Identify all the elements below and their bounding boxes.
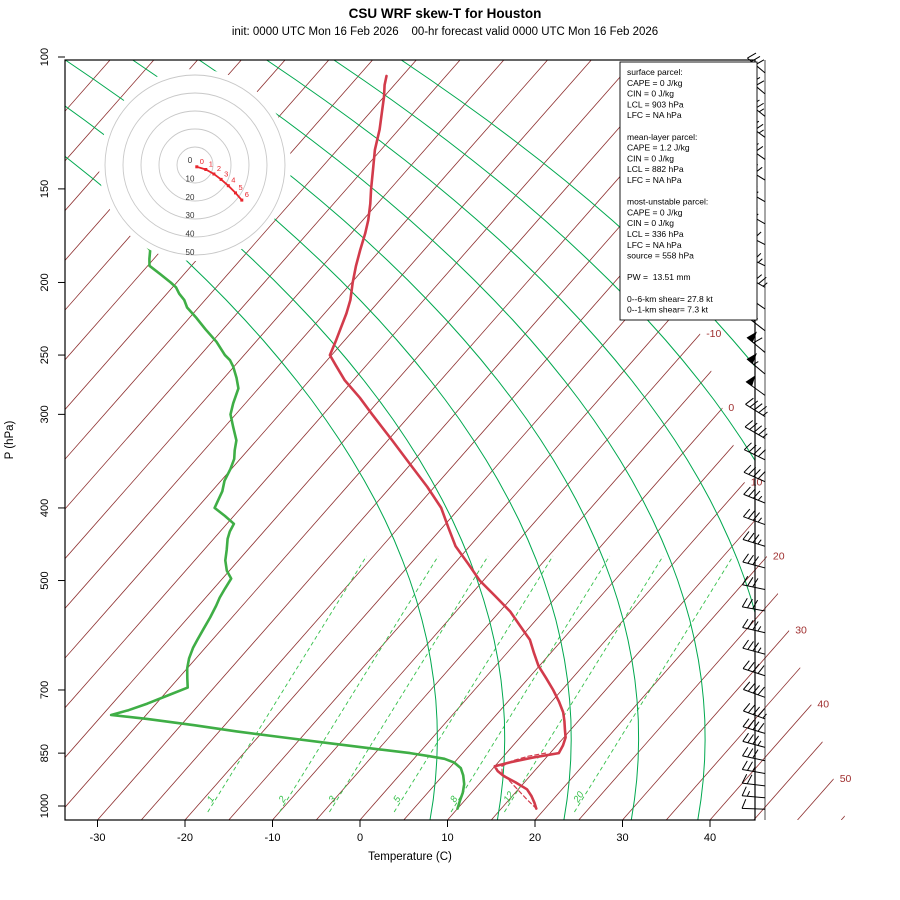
hodograph-ring [158,128,232,202]
svg-text:0: 0 [357,832,363,844]
info-box-line: mean-layer parcel: [627,132,697,142]
hodograph-trace-marker [219,177,223,181]
hodograph-ring-label: 20 [186,193,195,202]
info-box-border [619,61,758,321]
svg-text:300: 300 [39,405,51,423]
info-box-line: CIN = 0 J/kg [627,89,674,99]
svg-text:20: 20 [529,832,541,844]
svg-text:5: 5 [391,794,404,805]
hodograph-ring [104,74,286,256]
hodograph-ring-label: 40 [186,230,195,239]
svg-text:1: 1 [205,794,217,804]
hodograph-trace-marker [226,184,230,188]
hodograph-trace-marker [234,191,237,195]
svg-text:30: 30 [795,625,807,637]
temperature-curve [328,74,567,810]
hodograph-ring-label: 10 [186,174,195,183]
svg-text:20: 20 [773,550,785,562]
svg-text:700: 700 [39,681,51,699]
svg-text:250: 250 [39,346,51,364]
hodograph-km-label: 5 [239,183,243,192]
svg-text:-20: -20 [177,832,193,844]
parcel-path-curve [501,752,547,810]
hodograph-trace-marker [240,198,244,202]
hodograph-ring [122,92,268,238]
svg-text:12: 12 [502,789,517,804]
svg-text:10: 10 [751,476,763,488]
info-box-line: CAPE = 1.2 J/kg [627,143,690,153]
svg-text:150: 150 [39,180,51,198]
svg-text:50: 50 [840,773,852,785]
hodograph-ring [176,146,214,184]
dewpoint-curve [109,239,466,810]
svg-text:1000: 1000 [39,794,51,818]
svg-text:3: 3 [327,794,340,805]
hodograph-ring-label: 50 [186,248,195,257]
sounding-profiles [109,74,567,810]
svg-text:20: 20 [571,789,587,805]
info-box-line: 0--1-km shear= 7.3 kt [627,305,709,315]
svg-text:2: 2 [276,794,289,806]
info-box-line: most-unstable parcel: [627,197,708,207]
svg-text:400: 400 [39,499,51,517]
svg-text:-10: -10 [706,328,721,340]
svg-text:-10: -10 [265,832,281,844]
mixing-ratio-labels: 1 2 3 5 8 12 20 [205,789,587,805]
hodograph-km-label: 1 [209,160,213,169]
svg-text:-30: -30 [90,832,106,844]
svg-text:40: 40 [704,832,716,844]
info-box-line: 0--6-km shear= 27.8 kt [627,294,713,304]
info-box-line: LFC = NA hPa [627,110,682,120]
isotherm-labels: -10 0 10 20 30 40 50 [706,328,851,785]
hodograph-km-label: 3 [224,169,228,178]
info-box-line: CIN = 0 J/kg [627,218,674,228]
svg-text:850: 850 [39,744,51,762]
svg-text:40: 40 [817,699,829,711]
svg-text:30: 30 [616,832,628,844]
svg-text:200: 200 [39,273,51,291]
info-box-line: LCL = 882 hPa [627,164,684,174]
hodograph-km-label: 4 [231,176,235,185]
svg-text:100: 100 [39,48,51,66]
hodograph-km-label: 2 [217,164,221,173]
info-box-line: surface parcel: [627,67,683,77]
x-axis-title: Temperature (C) [368,851,452,863]
info-box-line: source = 558 hPa [627,251,694,261]
mixing-ratio-lines [207,555,734,813]
hodograph-ring-label: 0 [188,156,193,165]
hodograph-ring [140,110,250,220]
chart-subtitle: init: 0000 UTC Mon 16 Feb 2026 00-hr for… [232,26,658,38]
hodograph-km-label: 6 [245,190,249,199]
chart-title: CSU WRF skew-T for Houston [349,6,542,21]
hodograph-km-label: 0 [200,157,204,166]
plot-layers: 1 2 3 5 8 12 20-100102030405010015020025030040… [39,48,852,844]
info-box-line: LFC = NA hPa [627,175,682,185]
svg-text:0: 0 [728,402,734,414]
hodograph-trace-marker [204,168,208,171]
info-box-line: PW = 13.51 mm [627,272,691,282]
info-box-line: CAPE = 0 J/kg [627,207,683,217]
y-axis-title: P (hPa) [4,420,16,459]
info-box-line: CIN = 0 J/kg [627,153,674,163]
hodograph-backing [99,69,291,261]
svg-text:10: 10 [441,832,453,844]
info-box-line: LCL = 336 hPa [627,229,684,239]
hodograph-ring-label: 30 [186,211,195,220]
hodograph-trace-marker [195,165,199,169]
hodograph-trace-marker [212,172,216,176]
info-box-line: LCL = 903 hPa [627,99,684,109]
info-box-line: CAPE = 0 J/kg [627,78,683,88]
svg-text:8: 8 [448,794,461,805]
info-box-line: LFC = NA hPa [627,240,682,250]
svg-text:500: 500 [39,571,51,589]
